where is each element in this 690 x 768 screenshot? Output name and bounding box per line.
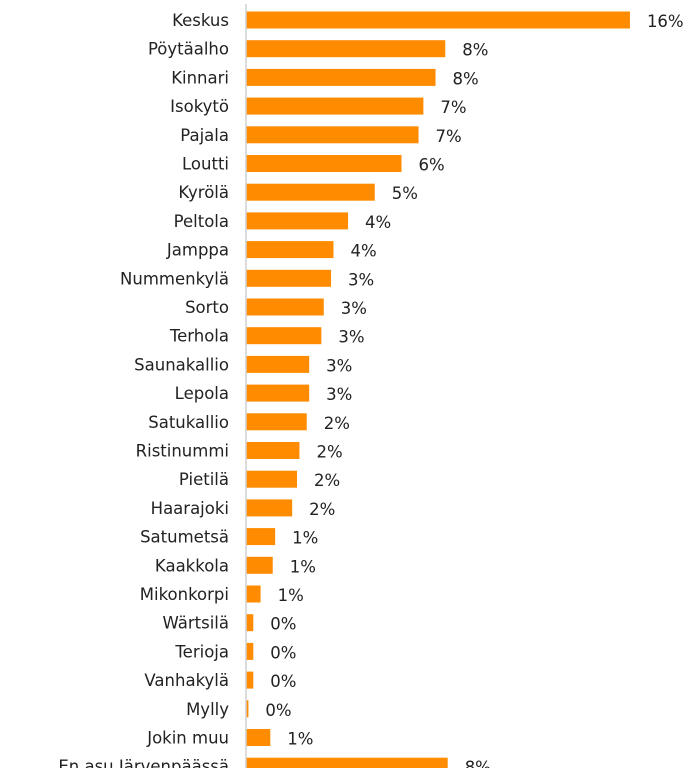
bar [246, 614, 254, 632]
category-labels: Keskus Pöytäalho Kinnari Isokytö Pajala Loutt… [58, 11, 229, 768]
category-label: Haarajoki [151, 499, 229, 518]
bar [246, 671, 254, 689]
data-label: 8% [465, 758, 491, 768]
category-label: Satukallio [148, 413, 229, 432]
data-label: 3% [348, 270, 374, 289]
data-label: 0% [270, 643, 296, 662]
category-label: Saunakallio [134, 355, 229, 374]
category-label: Satumetsä [140, 528, 229, 547]
data-label: 3% [326, 385, 352, 404]
data-label: 0% [265, 701, 291, 720]
bar [246, 413, 307, 431]
data-label: 5% [392, 184, 418, 203]
category-label: Isokytö [170, 97, 229, 116]
data-label: 1% [292, 529, 318, 548]
category-label: Vanhakylä [144, 671, 229, 690]
data-label: 2% [324, 414, 350, 433]
category-label: Peltola [174, 212, 229, 231]
data-label: 0% [270, 615, 296, 634]
category-label: Kyrölä [178, 183, 229, 202]
bar [246, 528, 276, 546]
category-label: Pajala [180, 126, 229, 145]
bar [246, 499, 293, 517]
category-label: En asu Järvenpäässä [58, 757, 229, 768]
data-label: 2% [309, 500, 335, 519]
bar [246, 241, 334, 259]
bar [246, 757, 448, 768]
bar [246, 126, 419, 144]
bar [246, 155, 402, 172]
data-label: 8% [453, 69, 479, 88]
data-label: 3% [341, 299, 367, 318]
data-label: 4% [365, 213, 391, 232]
category-label: Ristinummi [136, 442, 229, 461]
category-label: Lepola [175, 384, 229, 403]
category-label: Pöytäalho [148, 40, 229, 59]
bar [246, 556, 273, 574]
category-label: Wärtsilä [163, 614, 230, 633]
data-label: 6% [419, 156, 445, 175]
bar [246, 642, 254, 660]
category-label: Kaakkola [155, 556, 229, 575]
data-label: 4% [350, 242, 376, 261]
category-label: Pietilä [179, 470, 229, 489]
data-label: 16% [647, 12, 684, 31]
bar [246, 298, 324, 316]
data-labels: 16%8%8%7%7%6%5%4%4%3%3%3%3%3%2%2%2%2%1%1… [265, 12, 683, 768]
bar [246, 269, 332, 287]
category-label: Terhola [169, 327, 229, 346]
category-label: Keskus [172, 11, 229, 30]
category-label: Jokin muu [146, 729, 229, 748]
data-label: 3% [338, 328, 364, 347]
bar [246, 355, 310, 373]
bar [246, 40, 446, 58]
data-label: 2% [314, 471, 340, 490]
bar [246, 470, 298, 488]
bar [246, 384, 310, 402]
bar [246, 729, 271, 746]
bar [246, 97, 424, 115]
data-label: 7% [436, 127, 462, 146]
category-label: Nummenkylä [120, 269, 229, 288]
data-label: 3% [326, 356, 352, 375]
category-label: Loutti [182, 155, 229, 174]
category-label: Jamppa [166, 241, 229, 260]
data-label: 7% [440, 98, 466, 117]
bar [246, 585, 261, 603]
bar [246, 11, 630, 29]
data-label: 2% [316, 443, 342, 462]
bar [246, 327, 322, 345]
data-label: 0% [270, 672, 296, 691]
bar [246, 442, 300, 459]
data-label: 1% [287, 730, 313, 749]
category-label: Mylly [186, 700, 229, 719]
data-label: 1% [290, 557, 316, 576]
category-label: Terioja [174, 642, 229, 661]
category-label: Sorto [185, 298, 229, 317]
category-label: Kinnari [171, 68, 229, 87]
bar [246, 212, 349, 230]
category-label: Mikonkorpi [140, 585, 229, 604]
bars [246, 11, 630, 768]
bar [246, 183, 375, 201]
data-label: 8% [462, 41, 488, 60]
data-label: 1% [278, 586, 304, 605]
bar [246, 68, 436, 86]
bar [246, 700, 249, 718]
